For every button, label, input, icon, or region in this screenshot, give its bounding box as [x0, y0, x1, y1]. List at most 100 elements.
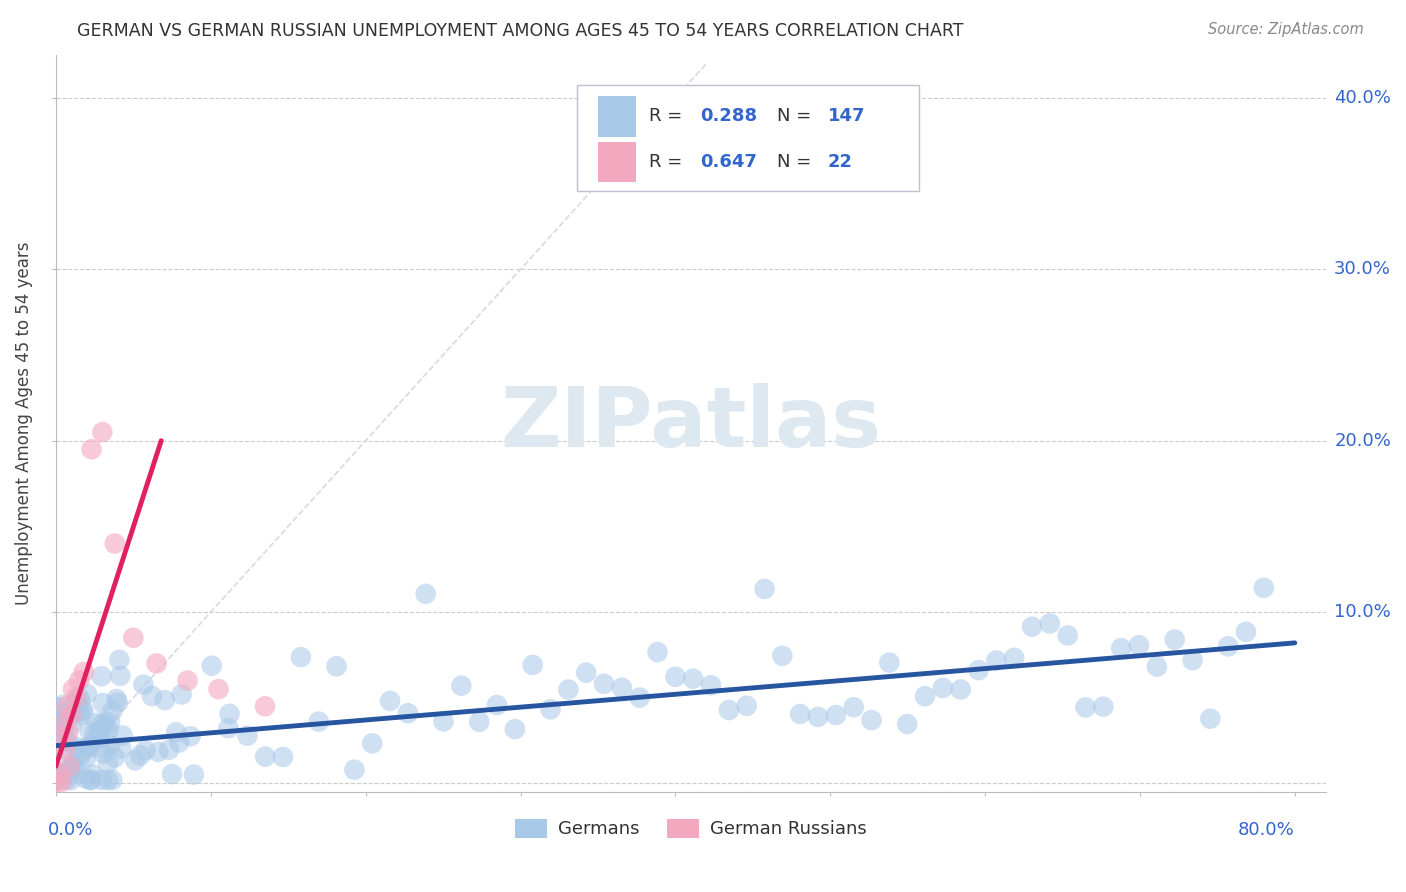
- Point: [1021, 620, 1043, 634]
- Point: [540, 702, 562, 716]
- Point: [378, 694, 401, 708]
- Point: [75, 751, 97, 765]
- Point: [807, 710, 830, 724]
- Point: [59, 764, 82, 779]
- Point: [66, 740, 89, 755]
- Point: [101, 704, 124, 718]
- Point: [110, 669, 132, 683]
- Point: [46, 726, 69, 740]
- Point: [55, 772, 77, 787]
- Point: [110, 741, 132, 756]
- Y-axis label: Unemployment Among Ages 45 to 54 years: Unemployment Among Ages 45 to 54 years: [15, 242, 32, 606]
- Point: [49, 767, 72, 781]
- Point: [135, 743, 157, 757]
- Point: [79, 724, 101, 739]
- Point: [90, 772, 112, 787]
- Point: [60, 765, 83, 780]
- Point: [62, 682, 84, 697]
- Point: [879, 656, 901, 670]
- Point: [53, 706, 76, 721]
- Text: N =: N =: [778, 153, 817, 171]
- Point: [94, 714, 117, 729]
- Text: R =: R =: [650, 153, 688, 171]
- Point: [754, 582, 776, 596]
- Point: [254, 749, 277, 764]
- Point: [67, 673, 90, 688]
- Text: 30.0%: 30.0%: [1334, 260, 1391, 278]
- Text: ZIPatlas: ZIPatlas: [501, 383, 882, 464]
- Point: [60, 748, 83, 763]
- Point: [217, 721, 239, 735]
- Point: [75, 772, 97, 786]
- Point: [62, 760, 84, 774]
- Point: [176, 673, 198, 688]
- Point: [343, 763, 366, 777]
- Point: [52, 723, 75, 738]
- Point: [60, 772, 83, 787]
- Point: [170, 688, 193, 702]
- Text: Source: ZipAtlas.com: Source: ZipAtlas.com: [1208, 22, 1364, 37]
- Point: [1146, 659, 1168, 673]
- Point: [986, 653, 1008, 667]
- Point: [63, 758, 86, 772]
- Point: [153, 693, 176, 707]
- Point: [53, 742, 76, 756]
- Point: [108, 653, 131, 667]
- Point: [46, 700, 69, 714]
- Point: [717, 703, 740, 717]
- Point: [60, 707, 83, 722]
- Point: [97, 756, 120, 771]
- Text: 40.0%: 40.0%: [1334, 89, 1391, 107]
- Point: [432, 714, 454, 729]
- Point: [1092, 699, 1115, 714]
- Point: [860, 713, 883, 727]
- Point: [79, 740, 101, 755]
- Point: [51, 774, 73, 789]
- Point: [1128, 638, 1150, 652]
- Text: N =: N =: [778, 107, 817, 125]
- Point: [76, 740, 98, 755]
- Point: [468, 714, 491, 729]
- Point: [789, 706, 811, 721]
- Point: [157, 743, 180, 757]
- Point: [83, 733, 105, 747]
- Point: [46, 717, 69, 731]
- Point: [80, 442, 103, 457]
- Point: [236, 729, 259, 743]
- Point: [522, 657, 544, 672]
- Point: [45, 772, 67, 787]
- Point: [148, 745, 170, 759]
- Text: 0.647: 0.647: [700, 153, 756, 171]
- Point: [290, 650, 312, 665]
- Point: [141, 689, 163, 703]
- Point: [90, 740, 112, 755]
- Point: [503, 722, 526, 736]
- Point: [58, 735, 80, 749]
- Point: [396, 706, 419, 721]
- Point: [1109, 641, 1132, 656]
- Point: [1002, 650, 1025, 665]
- Point: [1253, 581, 1275, 595]
- Point: [65, 690, 87, 705]
- Point: [66, 748, 89, 763]
- Point: [575, 665, 598, 680]
- Point: [1218, 640, 1240, 654]
- Point: [1181, 653, 1204, 667]
- Point: [45, 772, 67, 787]
- Point: [682, 672, 704, 686]
- Point: [107, 696, 129, 710]
- Point: [105, 692, 128, 706]
- Point: [361, 736, 384, 750]
- Point: [90, 669, 112, 683]
- Point: [52, 718, 75, 732]
- Bar: [598, 96, 637, 136]
- Point: [82, 767, 104, 781]
- Point: [700, 678, 723, 692]
- Point: [1056, 628, 1078, 642]
- Point: [46, 774, 69, 789]
- Point: [218, 706, 240, 721]
- Point: [124, 753, 146, 767]
- Point: [201, 658, 224, 673]
- Point: [308, 714, 330, 729]
- Point: [48, 770, 70, 784]
